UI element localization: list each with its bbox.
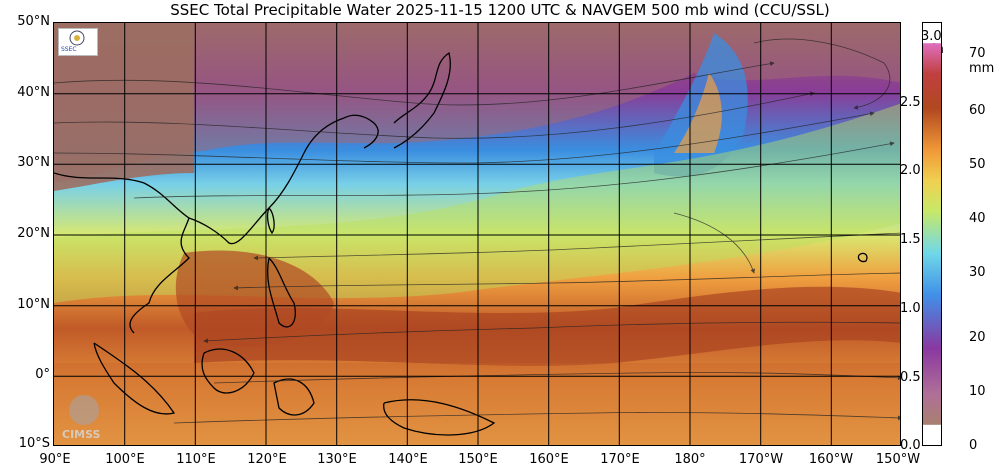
colorbar-inch-tick-0-0: 0.0 bbox=[900, 438, 921, 453]
taiwan-coast bbox=[266, 207, 275, 235]
lon-label-150e: 150°E bbox=[458, 452, 498, 467]
lon-label-180: 180° bbox=[674, 452, 706, 467]
sulawesi-coast bbox=[273, 378, 315, 416]
lon-label-90e: 90°E bbox=[39, 452, 71, 467]
moist-plume-core bbox=[674, 73, 722, 153]
colorbar-mm-tick-10: 10 bbox=[969, 384, 986, 399]
itcz-band bbox=[194, 286, 900, 366]
lat-label-0: 0° bbox=[35, 367, 50, 382]
cimss-logo: CIMSS bbox=[58, 392, 120, 442]
lon-label-160e: 160°E bbox=[529, 452, 569, 467]
lon-label-170w: 170°W bbox=[738, 452, 784, 467]
colorbar-inch-tick-0-5: 0.5 bbox=[900, 370, 921, 385]
lat-label-10s: 10°S bbox=[18, 436, 50, 451]
colorbar-mm-tick-20: 20 bbox=[969, 330, 986, 345]
tpw-field bbox=[54, 23, 900, 445]
sumatra-coast bbox=[93, 342, 176, 415]
colorbar-inch-tick-2-5: 2.5 bbox=[900, 95, 921, 110]
colorbar-mm-tick-70: 70 bbox=[969, 46, 986, 61]
lon-label-100e: 100°E bbox=[105, 452, 145, 467]
colorbar-inch-value-3: 3.0 bbox=[921, 29, 942, 44]
philippines-coast bbox=[267, 257, 296, 328]
lon-label-130e: 130°E bbox=[317, 452, 357, 467]
lat-label-40n: 40°N bbox=[17, 85, 50, 100]
colorbar-inch-tick-1-0: 1.0 bbox=[900, 301, 921, 316]
cimss-logo-text: CIMSS bbox=[62, 428, 101, 441]
ssec-logo: SSEC bbox=[58, 28, 98, 56]
lon-label-170e: 170°E bbox=[600, 452, 640, 467]
colorbar-mm-tick-60: 60 bbox=[969, 103, 986, 118]
colorbar-mm-unit: mm bbox=[969, 61, 995, 76]
map-title: SSEC Total Precipitable Water 2025-11-15… bbox=[170, 1, 830, 19]
lat-label-50n: 50°N bbox=[17, 14, 50, 29]
lon-label-160w: 160°W bbox=[808, 452, 854, 467]
colorbar-inch-tick-2-0: 2.0 bbox=[900, 163, 921, 178]
lon-label-140e: 140°E bbox=[388, 452, 428, 467]
lon-label-120e: 120°E bbox=[247, 452, 287, 467]
tpw-map bbox=[53, 22, 901, 446]
wind-streamlines bbox=[54, 38, 900, 424]
colorbar-mm-tick-30: 30 bbox=[969, 265, 986, 280]
new-guinea-coast bbox=[383, 399, 496, 436]
lon-label-150w: 150°W bbox=[875, 452, 921, 467]
lon-label-110e: 110°E bbox=[176, 452, 216, 467]
hawaii-coast bbox=[857, 252, 868, 263]
dry-asia-region bbox=[54, 23, 194, 191]
colorbar-mm-tick-40: 40 bbox=[969, 211, 986, 226]
coastlines bbox=[54, 51, 868, 436]
borneo-coast bbox=[201, 348, 255, 394]
colorbar-mm-tick-0: 0 bbox=[969, 438, 978, 453]
colorbar-inch-tick-1-5: 1.5 bbox=[900, 232, 921, 247]
ssec-logo-text: SSEC bbox=[61, 46, 77, 53]
colorbar-mm-tick-50: 50 bbox=[969, 157, 986, 172]
lat-label-20n: 20°N bbox=[17, 226, 50, 241]
lat-label-30n: 30°N bbox=[17, 155, 50, 170]
lat-label-10n: 10°N bbox=[17, 297, 50, 312]
korea-coast bbox=[343, 114, 379, 149]
grid-lines bbox=[54, 23, 900, 445]
west-pacific-moist bbox=[175, 250, 334, 347]
colorbar bbox=[922, 22, 942, 446]
